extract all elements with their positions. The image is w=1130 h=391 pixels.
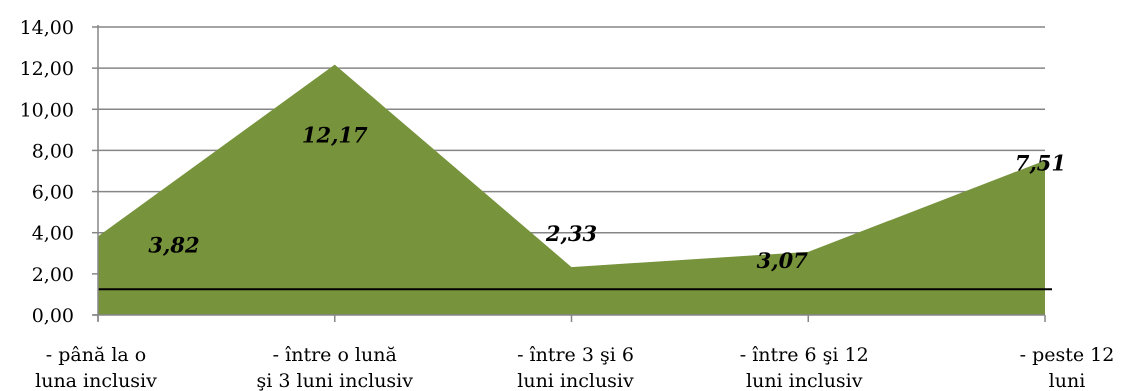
x-category-label-line: - între 6 şi 12 [740, 344, 869, 366]
x-category-label-line: luni [1049, 370, 1086, 391]
data-label: 3,82 [148, 232, 199, 257]
x-category-label-line: - între o lună [273, 344, 397, 366]
data-label: 3,07 [757, 248, 809, 273]
x-category-label: - între 3 şi 6 luni inclusiv [517, 344, 634, 391]
x-category-label-line: şi 3 luni inclusiv [257, 370, 414, 391]
x-category-label: - între 6 şi 12 luni inclusiv [740, 344, 869, 391]
x-axis-category-labels: - până la o luna inclusiv - între o lună şi… [35, 344, 1114, 391]
x-category-label-line: - peste 12 [1020, 344, 1115, 366]
y-tick-label: 4,00 [32, 223, 74, 245]
y-tick-label: 10,00 [20, 99, 74, 121]
x-category-label: - până la o luna inclusiv [35, 344, 157, 391]
x-category-label-line: luni inclusiv [746, 370, 863, 391]
data-labels: 3,82 12,17 2,33 3,07 7,51 [148, 123, 1066, 273]
y-tick-label: 14,00 [20, 17, 74, 39]
data-label: 12,17 [302, 123, 368, 148]
y-tick-label: 2,00 [32, 264, 74, 286]
x-category-label-line: luna inclusiv [35, 370, 157, 391]
data-label: 2,33 [545, 221, 597, 246]
x-category-label-line: - între 3 şi 6 [517, 344, 634, 366]
y-tick-label: 12,00 [20, 58, 74, 80]
axes [92, 25, 1046, 322]
area-series [98, 64, 1045, 315]
y-axis-tick-labels: 0,00 2,00 4,00 6,00 8,00 10,00 12,00 14,00 [20, 17, 74, 327]
y-tick-label: 0,00 [32, 305, 74, 327]
x-category-label: - între o lună şi 3 luni inclusiv [257, 344, 414, 391]
y-tick-label: 8,00 [32, 140, 74, 162]
data-label: 7,51 [1015, 151, 1066, 176]
x-category-label-line: luni inclusiv [517, 370, 634, 391]
x-category-label-line: - până la o [46, 344, 146, 366]
y-tick-label: 6,00 [32, 182, 74, 204]
x-category-label: - peste 12 luni [1020, 344, 1115, 391]
